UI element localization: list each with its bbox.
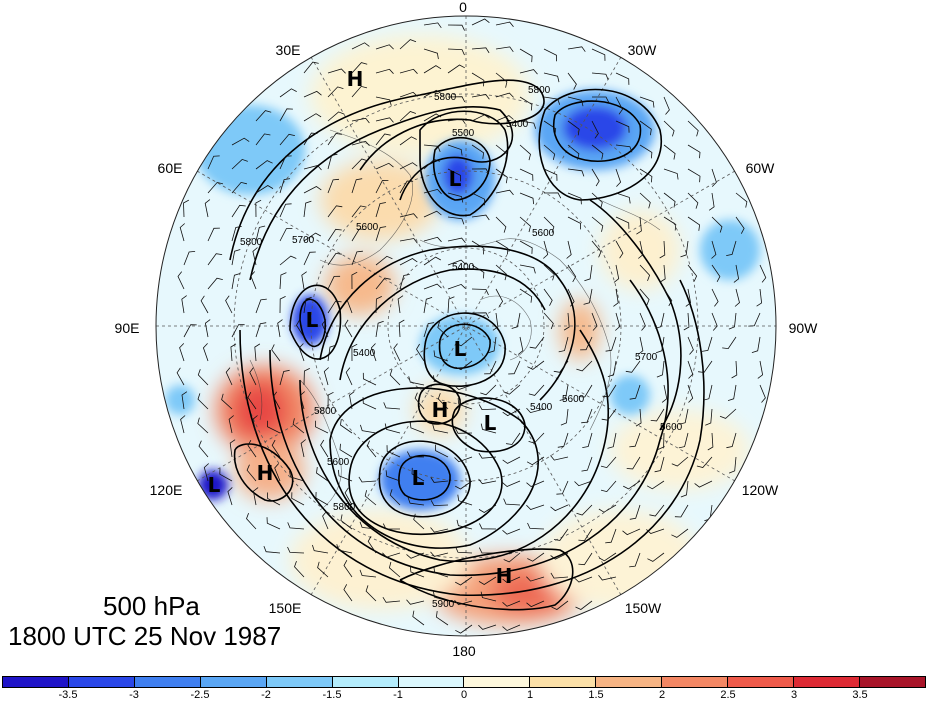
- colorbar-swatch: [68, 677, 135, 687]
- low-center: L: [412, 466, 425, 490]
- colorbar-swatch: [464, 677, 531, 687]
- contour-label: 5400: [530, 402, 553, 413]
- caption-time: 1800 UTC 25 Nov 1987: [8, 621, 282, 651]
- contour-label: 5800: [314, 406, 337, 417]
- contour-label: 5400: [353, 348, 376, 359]
- colorbar-tick-label: -3: [129, 689, 139, 701]
- lon-label-0: 0: [459, 0, 467, 15]
- high-center: H: [257, 461, 274, 485]
- colorbar-swatch: [728, 677, 795, 687]
- colorbar-tick-label: 2: [658, 689, 666, 701]
- longitude-labels: 0 30W 60W 90W 120W 150W 180 150E 120E 90…: [115, 0, 819, 659]
- lon-label-120w: 120W: [742, 482, 779, 498]
- lon-label-60e: 60E: [158, 160, 183, 176]
- lon-label-30e: 30E: [276, 42, 301, 58]
- colorbar-swatch: [398, 677, 465, 687]
- high-center: H: [347, 67, 364, 91]
- colorbar-tick-label: -1: [393, 689, 403, 701]
- colorbar-tick-label: 3.5: [852, 689, 868, 701]
- contour-label: 5900: [432, 599, 455, 610]
- lon-label-30w: 30W: [628, 42, 658, 58]
- low-center: L: [454, 337, 467, 361]
- colorbar-tick-label: 1: [526, 689, 534, 701]
- colorbar-swatch: [134, 677, 201, 687]
- lon-label-150e: 150E: [269, 600, 302, 616]
- contour-label: 5800: [434, 92, 457, 103]
- contour-labels: 5800 5800 5500 5400 5600 5700 5800 5400 …: [240, 85, 683, 610]
- contour-label: 5800: [240, 237, 263, 248]
- colorbar-tick-label: 1.5: [588, 689, 604, 701]
- lon-label-60w: 60W: [746, 160, 776, 176]
- contour-label: 5600: [356, 222, 379, 233]
- anomaly-field: [156, 16, 776, 636]
- low-center: L: [208, 473, 221, 497]
- low-center: L: [306, 308, 319, 332]
- wind-barbs: [176, 18, 767, 634]
- height-contours: [229, 79, 705, 611]
- colorbar-tick-label: -3.5: [58, 689, 78, 701]
- colorbar-swatch: [3, 677, 69, 687]
- colorbar-swatch: [859, 677, 925, 687]
- colorbar-swatch: [662, 677, 729, 687]
- lon-label-90w: 90W: [789, 320, 819, 336]
- colorbar-swatch: [794, 677, 860, 687]
- contour-label: 5700: [292, 235, 315, 246]
- lon-label-90e: 90E: [115, 320, 140, 336]
- contour-label: 5600: [660, 422, 683, 433]
- low-center: L: [484, 411, 497, 435]
- high-center: H: [496, 564, 513, 588]
- colorbar-tick-label: -2.5: [190, 689, 210, 701]
- contour-label: 5600: [532, 228, 555, 239]
- colorbar-tick-label: -2: [261, 689, 271, 701]
- colorbar-swatch: [596, 677, 663, 687]
- contour-label: 5800: [333, 502, 356, 513]
- map-boundary: [155, 15, 777, 637]
- low-center: L: [449, 167, 462, 191]
- colorbar-tick-label: -1.5: [322, 689, 342, 701]
- contour-label: 5700: [635, 352, 658, 363]
- contour-label: 5400: [506, 119, 529, 130]
- colorbar-tick-label: 2.5: [720, 689, 736, 701]
- colorbar-swatch: [266, 677, 333, 687]
- high-center: H: [432, 398, 449, 422]
- contour-label: 5400: [452, 262, 475, 273]
- caption-level: 500 hPa: [103, 591, 200, 621]
- contour-label: 5600: [327, 457, 350, 468]
- colorbar-ticks: -3.5 -3 -2.5 -2 -1.5 -1 0 1 1.5 2 2.5 3 3.5: [2, 689, 926, 703]
- contour-label: 5500: [452, 128, 475, 139]
- pressure-centers: H L L L H L L H L H: [208, 67, 513, 588]
- colorbar-swatch: [332, 677, 399, 687]
- lon-label-150w: 150W: [625, 600, 662, 616]
- colorbar-tick-label: 0: [460, 689, 468, 701]
- contour-label: 5800: [528, 85, 551, 96]
- contour-label: 5600: [562, 394, 585, 405]
- lon-label-180: 180: [452, 643, 476, 659]
- colorbar-swatch: [530, 677, 597, 687]
- colorbar-swatch: [200, 677, 267, 687]
- colorbar: [2, 676, 926, 688]
- lon-label-120e: 120E: [150, 482, 183, 498]
- colorbar-tick-label: 3: [790, 689, 798, 701]
